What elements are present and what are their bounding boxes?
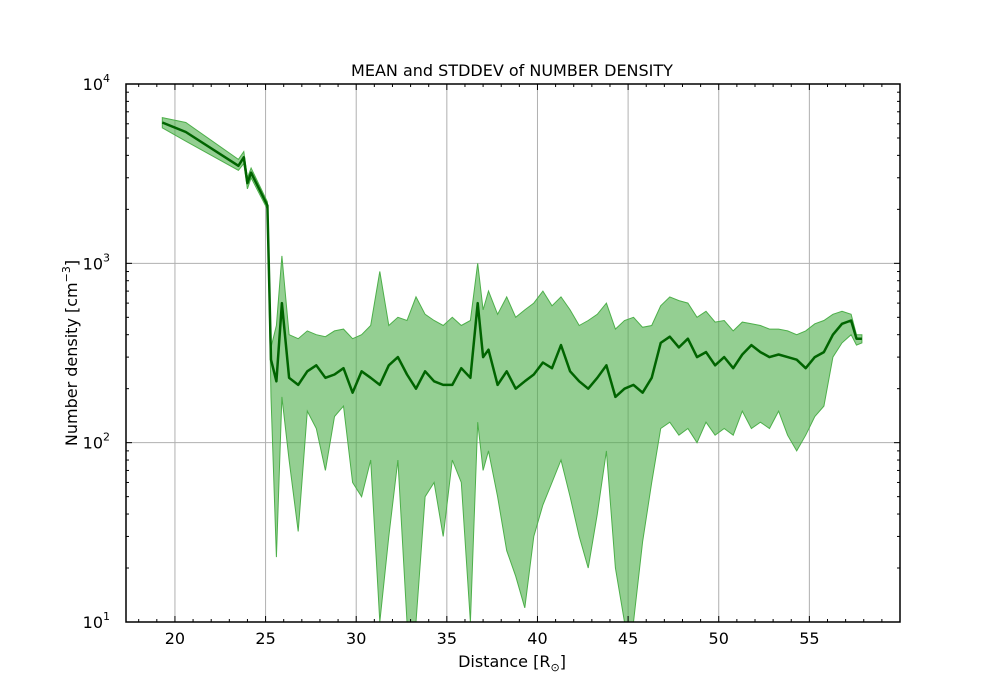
y-tick-label: 101 xyxy=(83,610,110,632)
y-axis-label-sup: −3 xyxy=(60,266,73,282)
x-tick-label: 30 xyxy=(346,629,366,648)
x-tick-label: 40 xyxy=(527,629,547,648)
x-axis-label-sub: ⊙ xyxy=(550,661,559,674)
x-tick-label: 35 xyxy=(437,629,457,648)
plot-frame xyxy=(125,83,901,623)
x-axis-label-text: Distance [R xyxy=(458,652,550,671)
y-axis-label-close: ] xyxy=(62,260,81,266)
x-axis-label-close: ] xyxy=(560,652,566,671)
chart-title: MEAN and STDDEV of NUMBER DENSITY xyxy=(351,61,673,80)
y-tick-exp: 4 xyxy=(103,72,110,85)
y-tick-label: 103 xyxy=(83,251,110,273)
y-tick-exp: 1 xyxy=(103,610,110,623)
y-tick-base: 10 xyxy=(83,75,103,94)
x-tick-label: 45 xyxy=(618,629,638,648)
x-axis-label: Distance [R⊙] xyxy=(458,652,566,674)
y-axis-label-text: Number density [cm xyxy=(62,282,81,446)
x-tick-label: 55 xyxy=(799,629,819,648)
y-tick-exp: 3 xyxy=(103,251,110,264)
y-axis-label: Number density [cm−3] xyxy=(60,260,81,446)
ticks xyxy=(126,83,900,623)
y-tick-base: 10 xyxy=(83,434,103,453)
y-tick-label: 104 xyxy=(83,72,110,94)
y-tick-base: 10 xyxy=(83,613,103,632)
y-tick-base: 10 xyxy=(83,254,103,273)
x-tick-label: 50 xyxy=(709,629,729,648)
x-tick-label: 20 xyxy=(165,629,185,648)
x-tick-label: 25 xyxy=(255,629,275,648)
y-tick-label: 102 xyxy=(83,431,110,453)
x-tick-labels: 20 25 30 35 40 45 50 55 xyxy=(165,629,820,648)
mean-line xyxy=(161,121,862,399)
y-tick-exp: 2 xyxy=(103,431,110,444)
stddev-band xyxy=(161,116,863,623)
